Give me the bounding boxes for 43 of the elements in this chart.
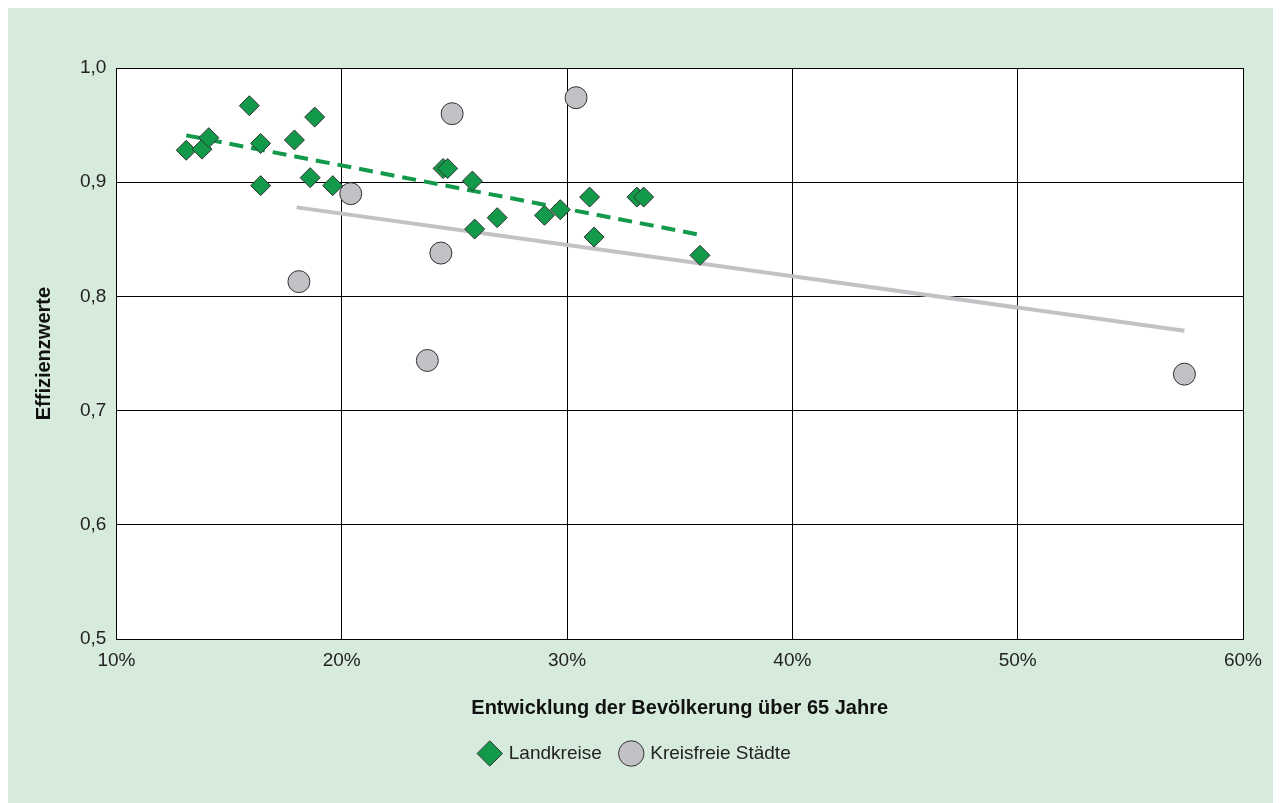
x-tick-label: 20% [322, 648, 361, 670]
y-tick-label: 0,6 [79, 513, 107, 535]
point [437, 158, 459, 180]
point [461, 170, 483, 192]
point [287, 270, 311, 294]
x-axis-title: Entwicklung der Bevölkerung über 65 Jahre [471, 695, 889, 718]
point [1172, 362, 1196, 386]
point [304, 106, 326, 128]
point [429, 241, 453, 265]
legend-label: Landkreise [508, 741, 602, 763]
point [464, 218, 486, 240]
point [250, 132, 272, 154]
y-tick-label: 0,7 [79, 398, 107, 420]
x-tick-label: 40% [773, 648, 812, 670]
x-tick-label: 50% [998, 648, 1037, 670]
point [415, 348, 439, 372]
y-tick-label: 0,8 [79, 284, 107, 306]
point [299, 167, 321, 189]
y-tick-label: 0,9 [79, 170, 107, 192]
legend-label: Kreisfreie Städte [650, 741, 791, 763]
point [191, 138, 213, 160]
point [549, 199, 571, 221]
point [238, 95, 260, 117]
point [440, 102, 464, 126]
point [583, 226, 605, 248]
point [486, 207, 508, 229]
point [283, 129, 305, 151]
point [198, 127, 220, 149]
point [689, 244, 711, 266]
y-axis-title: Effizienzwerte [31, 286, 54, 421]
point [579, 186, 601, 208]
point [175, 139, 197, 161]
y-tick-label: 0,5 [79, 627, 107, 649]
point [633, 186, 655, 208]
point [339, 182, 363, 206]
point [250, 175, 272, 197]
point [564, 86, 588, 110]
x-tick-label: 30% [548, 648, 587, 670]
point [322, 175, 344, 197]
y-tick-label: 1,0 [79, 56, 107, 78]
x-tick-label: 10% [97, 648, 136, 670]
x-tick-label: 60% [1223, 648, 1263, 670]
point [534, 204, 556, 226]
